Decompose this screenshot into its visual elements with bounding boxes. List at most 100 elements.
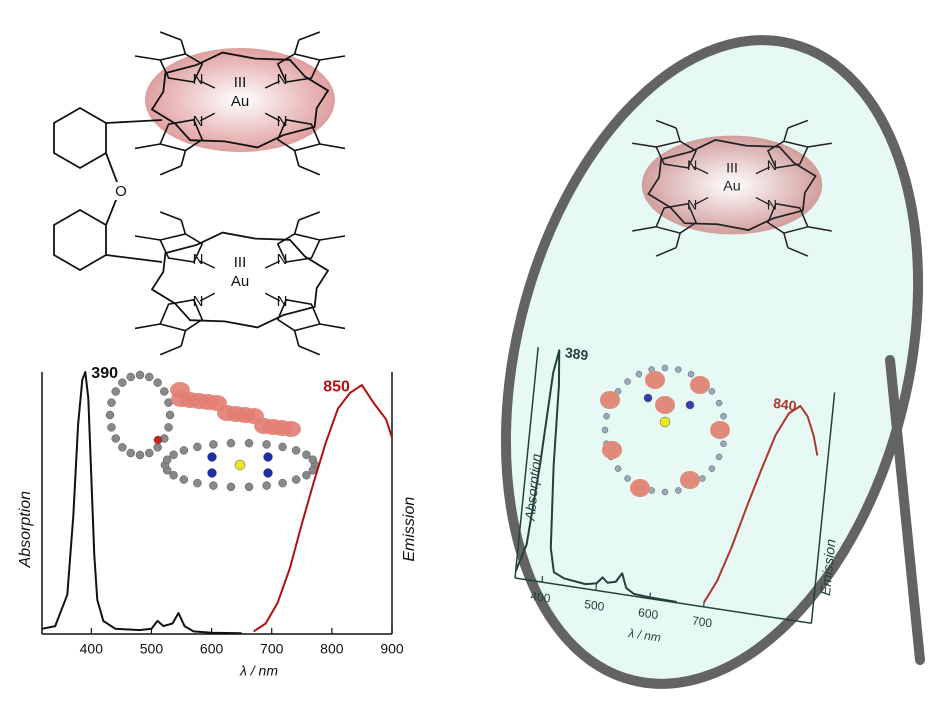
- atom-ball: [179, 446, 189, 455]
- atom-ball: [291, 475, 301, 484]
- x-tick: [541, 576, 544, 583]
- orbital-lobe: [602, 441, 622, 459]
- bond: [755, 196, 771, 206]
- chart: 400 500 600 700 800 900 λ / nm Absorption Emissi…: [17, 365, 418, 678]
- atom-ball: [708, 465, 716, 472]
- atom-ball: [118, 378, 127, 387]
- ethyl: [298, 345, 321, 356]
- pyrrole: [276, 233, 321, 263]
- orbital-inset: [600, 364, 730, 497]
- atom-ball: [687, 370, 695, 378]
- ring-fill: [145, 48, 335, 152]
- atom-ball: [107, 423, 116, 432]
- ethyl: [298, 165, 321, 176]
- ring: [150, 231, 330, 329]
- atom-ball: [145, 448, 154, 458]
- atom-ball: [263, 452, 273, 462]
- atom-ball: [624, 475, 631, 482]
- atom-ball: [107, 398, 116, 407]
- x-axis-label: λ / nm: [239, 663, 278, 679]
- atom-n: N: [277, 293, 288, 310]
- atom-n: N: [193, 251, 204, 268]
- atom-ball: [278, 442, 287, 452]
- ethyl: [159, 165, 182, 176]
- atom-ball: [244, 438, 254, 448]
- atom-ball: [699, 475, 706, 482]
- spectrum-line: [514, 349, 677, 603]
- atom-ball: [614, 388, 622, 395]
- atom-ball: [601, 426, 609, 434]
- atom-ball: [603, 412, 610, 420]
- orbital-lobe: [645, 371, 665, 389]
- atom-ball: [169, 450, 178, 460]
- atom-n: N: [193, 71, 204, 88]
- atom-n: N: [687, 158, 697, 174]
- atom-ball: [659, 416, 671, 428]
- atom-n: N: [277, 71, 288, 88]
- atom-ball: [262, 481, 271, 490]
- peak-label: 390: [91, 365, 118, 382]
- atom-ball: [207, 468, 217, 478]
- dibenzofuran: [53, 106, 163, 272]
- atom-ball: [153, 378, 162, 387]
- atom-n: N: [277, 113, 288, 130]
- ring-fill: [641, 135, 823, 235]
- peak-label: 389: [564, 344, 589, 363]
- ethyl: [319, 143, 346, 150]
- orbital-lobe: [171, 391, 191, 407]
- atom-ball: [162, 455, 172, 464]
- pyrrole: [159, 233, 204, 263]
- atom-ball: [193, 478, 202, 488]
- atom-n: N: [767, 158, 777, 174]
- atom-ball: [153, 443, 162, 452]
- bond: [199, 80, 216, 89]
- orbital-lobe: [630, 479, 650, 497]
- ethyl: [159, 31, 182, 41]
- atom-ball: [302, 470, 311, 480]
- ethyl: [134, 235, 161, 241]
- atom-ball: [145, 372, 154, 382]
- atom-au: Au: [723, 179, 740, 195]
- atom-ball: [118, 443, 127, 452]
- bond: [264, 80, 281, 89]
- ethyl: [180, 219, 187, 235]
- pyrrole: [766, 140, 809, 169]
- pyrrole: [766, 202, 809, 234]
- atom-ball: [720, 440, 727, 448]
- atom-ball: [720, 412, 727, 420]
- mirror: [500, 35, 924, 689]
- orbital-lobe: [690, 376, 710, 394]
- ethyl: [675, 232, 681, 248]
- ethyl: [632, 142, 657, 148]
- atom-ball: [111, 434, 120, 443]
- atom-ball: [209, 481, 218, 490]
- ring: [150, 51, 330, 149]
- peak-label: 840: [773, 395, 798, 414]
- ethyl: [319, 323, 346, 330]
- link: [105, 119, 163, 124]
- orbital-lobe: [254, 418, 274, 434]
- ethyl: [298, 211, 321, 221]
- x-tick-label: 500: [584, 597, 605, 614]
- atom-ball: [209, 440, 218, 449]
- atom-ball: [244, 482, 254, 492]
- pyrrole: [655, 140, 698, 169]
- x-axis-label: λ / nm: [627, 626, 662, 645]
- atom-ball: [126, 372, 135, 382]
- orbital-lobe: [680, 471, 700, 489]
- x-tick-label: 700: [692, 613, 713, 630]
- atom-ball: [111, 387, 120, 396]
- pyrrole: [159, 298, 204, 332]
- atom-ball: [135, 370, 145, 380]
- atom-n: N: [193, 293, 204, 310]
- ethyl: [293, 150, 300, 167]
- ethyl: [298, 31, 321, 41]
- ethyl: [134, 55, 161, 61]
- orbital-lobe: [655, 396, 675, 414]
- porphyrin: N N N N Au III: [134, 211, 346, 356]
- atom-ball: [614, 465, 622, 472]
- orbital-lobe: [217, 405, 237, 421]
- ethyl: [293, 39, 300, 55]
- x-tick-label: 600: [200, 641, 224, 657]
